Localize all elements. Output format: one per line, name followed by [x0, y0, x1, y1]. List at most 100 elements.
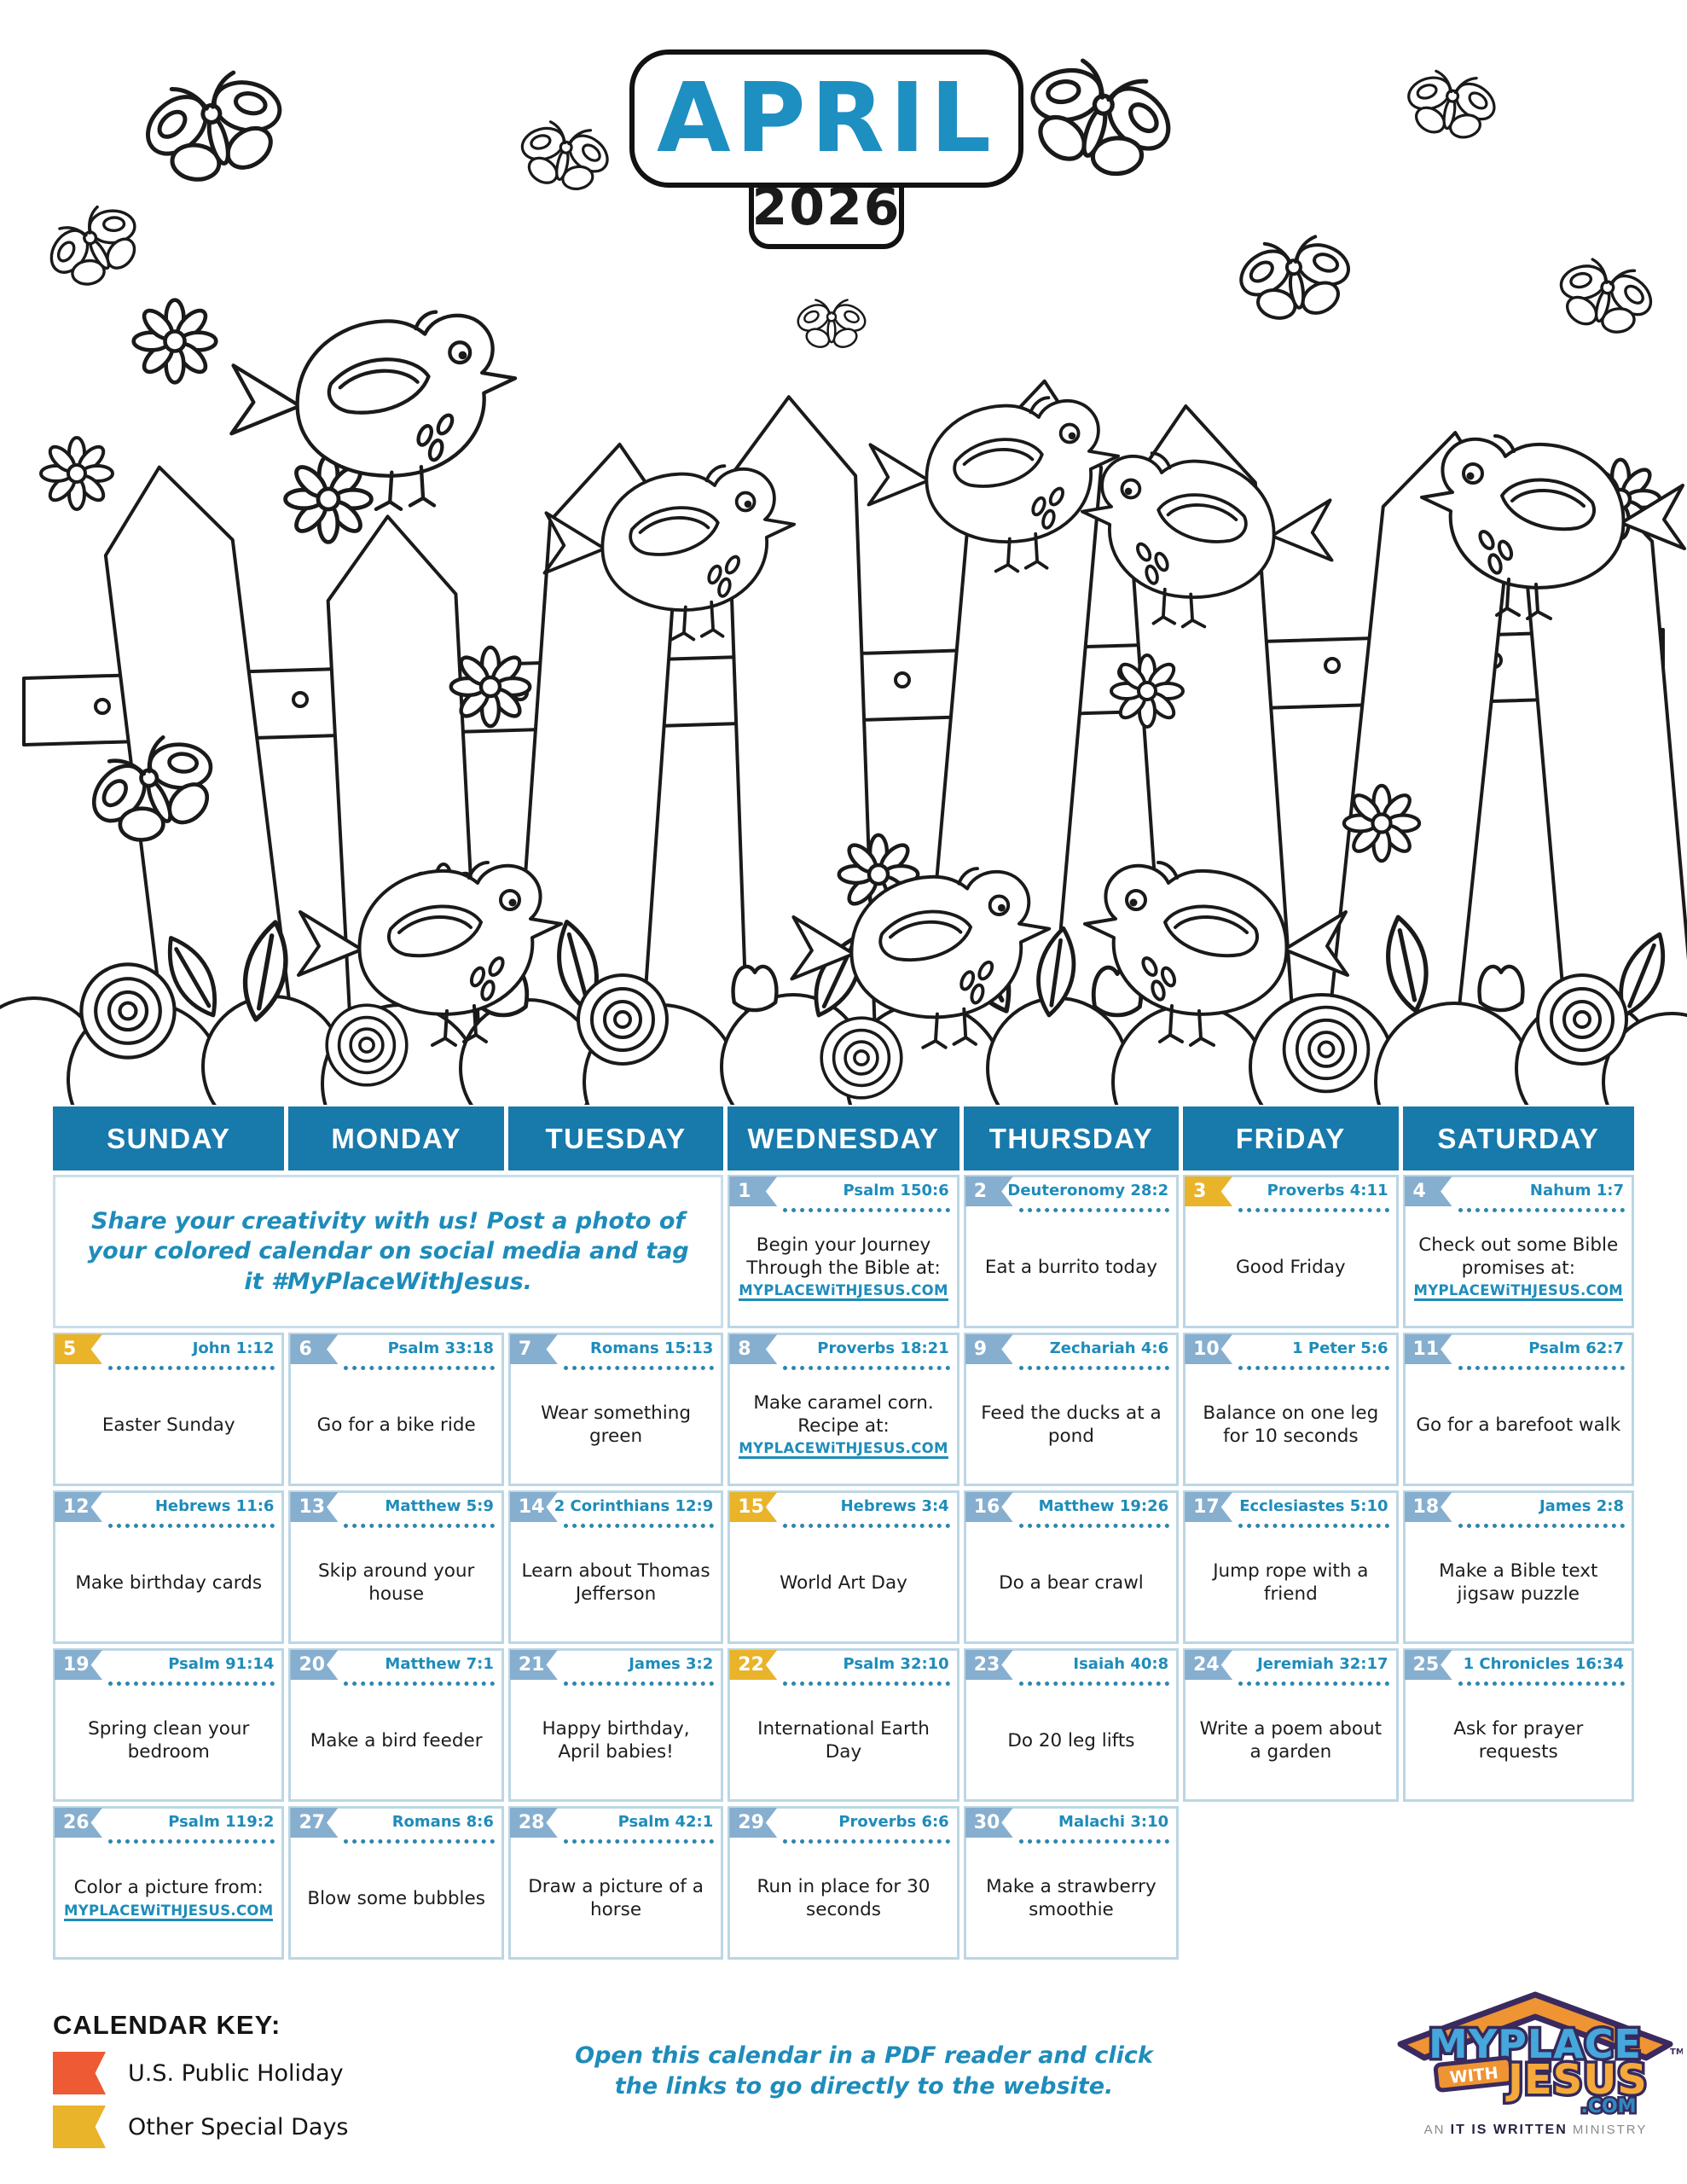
day-16-activity-text: Do a bear crawl: [999, 1571, 1144, 1594]
day-cell-9: 9 Zechariah 4:6 Feed the ducks at a pond: [963, 1333, 1180, 1486]
day-12-verse-reference: Hebrews 11:6: [154, 1497, 275, 1515]
day-26-website-link[interactable]: MYPLACEWiTHJESUS.COM: [64, 1902, 274, 1921]
day-25-body: Ask for prayer requests: [1406, 1690, 1632, 1799]
day-13-body: Skip around your house: [291, 1532, 501, 1641]
day-16-body: Do a bear crawl: [966, 1532, 1176, 1641]
day-18-body: Make a Bible text jigsaw puzzle: [1406, 1532, 1632, 1641]
day-6-activity-text: Go for a bike ride: [316, 1414, 476, 1436]
day-4-website-link[interactable]: MYPLACEWiTHJESUS.COM: [1413, 1282, 1623, 1302]
day-10-body: Balance on one leg for 10 seconds: [1186, 1374, 1395, 1484]
day-cell-25: 25 1 Chronicles 16:34 Ask for prayer reque…: [1402, 1648, 1634, 1802]
day-16-number-badge: 16: [965, 1492, 1013, 1522]
day-23-verse-reference: Isaiah 40:8: [1073, 1655, 1169, 1673]
day-22-number-badge: 22: [729, 1650, 778, 1680]
day-8-body: Make caramel corn. Recipe at: MYPLACEWiTH…: [730, 1374, 956, 1484]
day-20-body: Make a bird feeder: [291, 1690, 501, 1799]
day-14-activity-text: Learn about Thomas Jefferson: [521, 1560, 710, 1605]
coloring-illustration: [0, 0, 1687, 1105]
day-17-body: Jump rope with a friend: [1186, 1532, 1395, 1641]
day-29-activity-text: Run in place for 30 seconds: [757, 1876, 930, 1920]
day-21-dotted-divider: [563, 1682, 715, 1686]
key-label-holiday: U.S. Public Holiday: [128, 2059, 344, 2087]
weekday-header-monday: MONDAY: [288, 1107, 504, 1170]
day-12-body: Make birthday cards: [55, 1532, 281, 1641]
day-cell-5: 5 John 1:12 Easter Sunday: [53, 1333, 285, 1486]
day-20-number-badge: 20: [290, 1650, 339, 1680]
day-13-activity-text: Skip around your house: [317, 1560, 475, 1605]
logo-with-ribbon: WITH: [1433, 2055, 1515, 2093]
day-26-dotted-divider: [108, 1839, 275, 1844]
day-4-activity-text: Check out some Bible promises at:: [1418, 1234, 1619, 1279]
day-8-website-link[interactable]: MYPLACEWiTHJESUS.COM: [739, 1440, 948, 1460]
day-3-body: Good Friday: [1186, 1217, 1395, 1326]
day-cell-19: 19 Psalm 91:14 Spring clean your bedroom: [53, 1648, 285, 1802]
day-9-verse-reference: Zechariah 4:6: [1049, 1339, 1169, 1357]
day-29-dotted-divider: [783, 1839, 950, 1844]
day-20-dotted-divider: [344, 1682, 495, 1686]
day-6-dotted-divider: [344, 1366, 495, 1370]
day-14-number-badge: 14: [509, 1492, 558, 1522]
day-22-dotted-divider: [783, 1682, 950, 1686]
day-26-activity-text: Color a picture from:: [73, 1877, 264, 1899]
day-20-verse-reference: Matthew 7:1: [385, 1655, 494, 1673]
day-19-body: Spring clean your bedroom: [55, 1690, 281, 1799]
day-20-activity-text: Make a bird feeder: [310, 1729, 483, 1751]
day-15-activity-text: World Art Day: [780, 1571, 907, 1594]
month-label: APRIL: [656, 63, 997, 174]
day-22-body: International Earth Day: [730, 1690, 956, 1799]
weekday-header-friday: FRiDAY: [1183, 1107, 1399, 1170]
day-10-number-badge: 10: [1185, 1334, 1233, 1364]
day-17-number-badge: 17: [1185, 1492, 1233, 1522]
day-10-verse-reference: 1 Peter 5:6: [1292, 1339, 1388, 1357]
weekday-header-sunday: SUNDAY: [53, 1107, 285, 1170]
day-11-number-badge: 11: [1404, 1334, 1452, 1364]
day-27-activity-text: Blow some bubbles: [307, 1887, 485, 1909]
day-13-verse-reference: Matthew 5:9: [385, 1497, 494, 1515]
day-cell-23: 23 Isaiah 40:8 Do 20 leg lifts: [963, 1648, 1180, 1802]
day-11-verse-reference: Psalm 62:7: [1528, 1339, 1624, 1357]
day-3-dotted-divider: [1238, 1208, 1389, 1212]
day-5-verse-reference: John 1:12: [192, 1339, 275, 1357]
day-30-body: Make a strawberry smoothie: [966, 1848, 1176, 1957]
day-13-dotted-divider: [344, 1524, 495, 1528]
day-18-verse-reference: James 2:8: [1539, 1497, 1624, 1515]
day-3-verse-reference: Proverbs 4:11: [1267, 1182, 1388, 1199]
day-25-verse-reference: 1 Chronicles 16:34: [1463, 1655, 1624, 1673]
day-26-verse-reference: Psalm 119:2: [168, 1813, 275, 1831]
day-9-dotted-divider: [1018, 1366, 1170, 1370]
day-5-body: Easter Sunday: [55, 1374, 281, 1484]
day-21-activity-text: Happy birthday, April babies!: [542, 1718, 690, 1763]
day-cell-6: 6 Psalm 33:18 Go for a bike ride: [288, 1333, 504, 1486]
day-2-verse-reference: Deuteronomy 28:2: [1007, 1182, 1169, 1199]
calendar-grid: Share your creativity with us! Post a ph…: [53, 1107, 1634, 1960]
day-cell-3: 3 Proverbs 4:11 Good Friday: [1183, 1175, 1399, 1328]
day-cell-7: 7 Romans 15:13 Wear something green: [507, 1333, 724, 1486]
day-16-dotted-divider: [1018, 1524, 1170, 1528]
calendar-key: CALENDAR KEY: U.S. Public Holiday Other …: [53, 2010, 349, 2148]
day-7-dotted-divider: [563, 1366, 715, 1370]
myplacewithjesus-logo: MYPLACE WITH JESUS .COM TM AN IT IS WRIT…: [1388, 1988, 1684, 2138]
day-18-activity-text: Make a Bible text jigsaw puzzle: [1439, 1560, 1598, 1605]
day-4-body: Check out some Bible promises at: MYPLACE…: [1406, 1217, 1632, 1326]
day-8-number-badge: 8: [729, 1334, 778, 1364]
day-17-dotted-divider: [1238, 1524, 1389, 1528]
day-15-dotted-divider: [783, 1524, 950, 1528]
day-6-number-badge: 6: [290, 1334, 339, 1364]
day-8-dotted-divider: [783, 1366, 950, 1370]
day-17-activity-text: Jump rope with a friend: [1213, 1560, 1369, 1605]
logo-graphic: MYPLACE WITH JESUS .COM TM: [1397, 1991, 1684, 2120]
day-28-activity-text: Draw a picture of a horse: [528, 1876, 704, 1920]
logo-dotcom-text: .COM: [1580, 2096, 1636, 2116]
key-item-special: Other Special Days: [53, 2106, 349, 2148]
day-cell-2: 2 Deuteronomy 28:2 Eat a burrito today: [963, 1175, 1180, 1328]
day-3-activity-text: Good Friday: [1236, 1256, 1346, 1278]
day-1-website-link[interactable]: MYPLACEWiTHJESUS.COM: [739, 1282, 948, 1302]
weekday-header-wednesday: WEDNESDAY: [728, 1107, 959, 1170]
day-25-activity-text: Ask for prayer requests: [1453, 1718, 1584, 1763]
day-cell-28: 28 Psalm 42:1 Draw a picture of a horse: [507, 1806, 724, 1960]
day-18-dotted-divider: [1458, 1524, 1625, 1528]
month-box: APRIL: [629, 49, 1023, 188]
day-10-activity-text: Balance on one leg for 10 seconds: [1203, 1403, 1379, 1447]
day-4-dotted-divider: [1458, 1208, 1625, 1212]
day-24-number-badge: 24: [1185, 1650, 1233, 1680]
